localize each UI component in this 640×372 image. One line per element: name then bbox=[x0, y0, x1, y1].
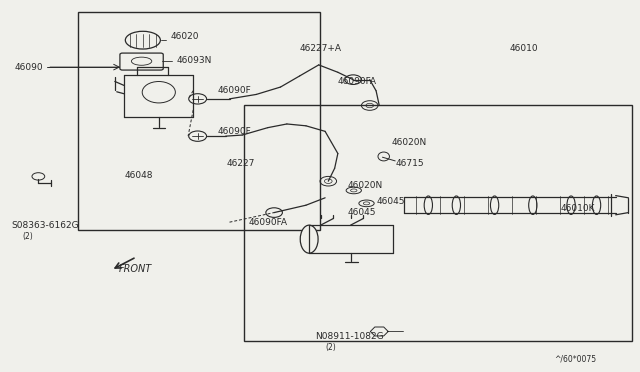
Text: 46010: 46010 bbox=[510, 44, 538, 53]
Ellipse shape bbox=[300, 225, 318, 253]
Bar bbox=[78, 13, 320, 230]
Text: (2): (2) bbox=[22, 232, 33, 241]
Bar bbox=[244, 105, 632, 341]
Text: 46045: 46045 bbox=[376, 197, 404, 206]
Ellipse shape bbox=[490, 196, 499, 214]
Text: 46048: 46048 bbox=[124, 171, 153, 180]
Text: 46020N: 46020N bbox=[392, 138, 428, 147]
Text: 46090: 46090 bbox=[14, 62, 43, 72]
Text: 46093N: 46093N bbox=[177, 56, 212, 65]
Text: S08363-6162G: S08363-6162G bbox=[11, 221, 79, 230]
Ellipse shape bbox=[424, 196, 433, 214]
Text: 46090FA: 46090FA bbox=[248, 218, 287, 227]
Ellipse shape bbox=[567, 196, 575, 214]
Ellipse shape bbox=[529, 196, 537, 214]
Text: 46090FA: 46090FA bbox=[338, 77, 377, 86]
Text: FRONT: FRONT bbox=[118, 264, 152, 274]
Text: 46010K: 46010K bbox=[561, 204, 595, 214]
Text: 46090F: 46090F bbox=[218, 127, 252, 136]
Text: 46020: 46020 bbox=[170, 32, 199, 41]
Text: ^/60*0075: ^/60*0075 bbox=[554, 354, 596, 363]
Text: 46227: 46227 bbox=[227, 159, 255, 169]
Text: 46227+A: 46227+A bbox=[300, 44, 342, 53]
Text: 46045: 46045 bbox=[348, 208, 376, 217]
Ellipse shape bbox=[452, 196, 461, 214]
Text: N08911-1082G: N08911-1082G bbox=[316, 332, 384, 341]
Text: 46020N: 46020N bbox=[348, 181, 383, 190]
Ellipse shape bbox=[593, 196, 601, 214]
Text: (2): (2) bbox=[325, 343, 336, 352]
Text: 46090F: 46090F bbox=[218, 86, 252, 95]
Text: 46715: 46715 bbox=[395, 158, 424, 168]
